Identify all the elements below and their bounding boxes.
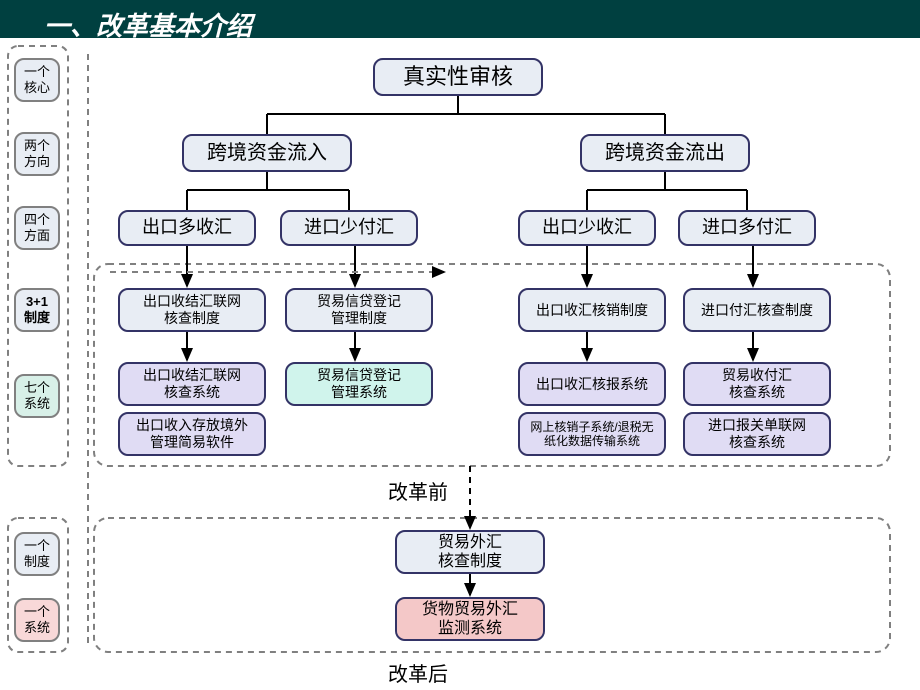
- side-core: 一个 核心: [14, 58, 60, 102]
- node-d1: 贸易外汇 核查制度: [395, 530, 545, 574]
- node-a4: 进口多付汇: [678, 210, 816, 246]
- node-c2: 贸易信贷登记 管理系统: [285, 362, 433, 406]
- node-outflow: 跨境资金流出: [580, 134, 750, 172]
- node-top: 真实性审核: [373, 58, 543, 96]
- node-c1: 出口收结汇联网 核查系统: [118, 362, 266, 406]
- side-aspects: 四个 方面: [14, 206, 60, 250]
- node-b1: 出口收结汇联网 核查制度: [118, 288, 266, 332]
- node-b4: 进口付汇核查制度: [683, 288, 831, 332]
- node-d2: 货物贸易外汇 监测系统: [395, 597, 545, 641]
- node-a2: 进口少付汇: [280, 210, 418, 246]
- node-c4b: 进口报关单联网 核查系统: [683, 412, 831, 456]
- side-one-system: 一个 制度: [14, 532, 60, 576]
- node-inflow: 跨境资金流入: [182, 134, 352, 172]
- node-a1: 出口多收汇: [118, 210, 256, 246]
- diagram-canvas: 一个 核心 两个 方向 四个 方面 3+1 制度 七个 系统 一个 制度 一个 …: [0, 40, 920, 690]
- label-after: 改革后: [388, 658, 448, 687]
- node-c3b: 网上核销子系统/退税无 纸化数据传输系统: [518, 412, 666, 456]
- side-seven: 七个 系统: [14, 374, 60, 418]
- node-c3: 出口收汇核报系统: [518, 362, 666, 406]
- node-c1b: 出口收入存放境外 管理简易软件: [118, 412, 266, 456]
- node-b3: 出口收汇核销制度: [518, 288, 666, 332]
- node-a3: 出口少收汇: [518, 210, 656, 246]
- side-one-sys2: 一个 系统: [14, 598, 60, 642]
- node-c4: 贸易收付汇 核查系统: [683, 362, 831, 406]
- side-directions: 两个 方向: [14, 132, 60, 176]
- node-b2: 贸易信贷登记 管理制度: [285, 288, 433, 332]
- side-31: 3+1 制度: [14, 288, 60, 332]
- label-before: 改革前: [388, 476, 448, 505]
